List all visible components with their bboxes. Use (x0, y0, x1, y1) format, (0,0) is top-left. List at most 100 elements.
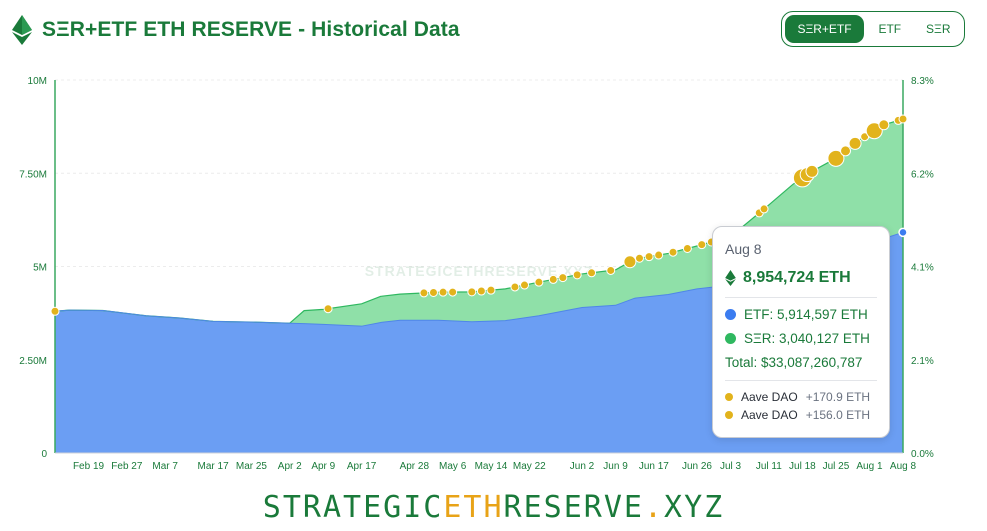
purchase-marker (520, 280, 530, 290)
purchase-marker (50, 306, 60, 316)
tooltip-total-usd: Total: $33,087,260,787 (725, 355, 863, 370)
tooltip-total-eth-value: 8,954,724 ETH (743, 269, 851, 286)
x-axis-tick: Jul 3 (720, 461, 742, 472)
y-axis-left-tick: 5M (33, 263, 47, 274)
chart-tooltip: Aug 8 8,954,724 ETH ETF: 5,914,597 ETH S… (712, 226, 890, 438)
purchase-marker (682, 243, 692, 253)
toggle-ser-etf-button[interactable]: SΞR+ETF (785, 15, 865, 43)
purchase-marker (805, 164, 819, 178)
x-axis-tick: Jun 26 (682, 461, 712, 472)
page-title: SΞR+ETF ETH RESERVE - Historical Data (42, 18, 460, 41)
purchase-marker (448, 287, 458, 297)
ethereum-icon (12, 15, 32, 45)
divider (725, 380, 877, 381)
view-toggle: SΞR+ETF ETF SΞR (781, 11, 965, 47)
footer-logo-part: RESERVE (503, 490, 644, 525)
purchase-marker (840, 145, 852, 157)
x-axis-tick: May 14 (475, 461, 508, 472)
purchase-marker (419, 288, 429, 298)
purchase-marker (510, 282, 520, 292)
purchase-marker (486, 285, 496, 295)
etf-area (55, 232, 903, 453)
x-axis-tick: May 6 (439, 461, 467, 472)
purchase-marker (654, 250, 664, 260)
purchase-dot-icon (725, 393, 733, 401)
x-axis-tick: Mar 25 (236, 461, 268, 472)
y-axis-left-tick: 0 (41, 449, 47, 460)
footer-logo-part: XYZ (664, 490, 725, 525)
y-axis-right-tick: 8.3% (911, 76, 934, 87)
purchase-marker (878, 119, 890, 131)
purchase-marker (848, 136, 862, 150)
purchase-marker (865, 122, 883, 140)
x-axis-tick: Feb 27 (111, 461, 143, 472)
y-axis-left-tick: 10M (28, 76, 47, 87)
x-axis-tick: Apr 28 (400, 461, 430, 472)
x-axis-tick: May 22 (513, 461, 546, 472)
footer-logo-part: STRATEGIC (262, 490, 444, 525)
tooltip-purchase-item: Aave DAO +170.9 ETH (725, 390, 877, 404)
y-axis-right-tick: 2.1% (911, 356, 934, 367)
x-axis-tick: Jul 18 (789, 461, 816, 472)
purchase-marker (534, 277, 544, 287)
purchase-marker (697, 240, 707, 250)
ser-legend-dot (725, 333, 736, 344)
tooltip-date: Aug 8 (725, 241, 762, 257)
purchase-marker (476, 286, 486, 296)
footer-logo-accent: ETH (443, 490, 504, 525)
purchase-name: Aave DAO (741, 390, 798, 404)
toggle-etf-button[interactable]: ETF (878, 22, 902, 36)
y-axis-left-tick: 2.50M (19, 356, 47, 367)
x-axis-tick: Jun 17 (639, 461, 669, 472)
x-axis-tick: Mar 17 (198, 461, 230, 472)
reserve-chart[interactable]: 0 0.0% 2.50M 2.1% 5M 4.1% 7.50M 6.2% 10M 8.3% STRA… (0, 60, 987, 480)
purchase-marker (548, 274, 558, 284)
purchase-marker (634, 253, 644, 263)
y-axis-left-tick: 7.50M (19, 169, 47, 180)
tooltip-etf-value: ETF: 5,914,597 ETH (744, 307, 868, 322)
x-axis-tick: Mar 7 (152, 461, 178, 472)
x-axis-tick: Apr 17 (347, 461, 377, 472)
purchase-marker (572, 270, 582, 280)
purchase-name: Aave DAO (741, 408, 798, 422)
purchase-marker (827, 149, 845, 167)
x-axis-tick: Jun 2 (570, 461, 595, 472)
x-axis-tick: Feb 19 (73, 461, 105, 472)
purchase-marker (323, 304, 333, 314)
header: SΞR+ETF ETH RESERVE - Historical Data (12, 15, 460, 45)
purchase-amount: +156.0 ETH (805, 408, 871, 422)
purchase-marker (644, 252, 654, 262)
divider (725, 297, 877, 298)
x-axis-tick: Aug 8 (890, 461, 917, 472)
x-axis-tick: Jul 25 (823, 461, 850, 472)
purchase-amount: +170.9 ETH (805, 390, 871, 404)
x-axis-tick: Apr 2 (278, 461, 302, 472)
y-axis-right-tick: 0.0% (911, 449, 934, 460)
tooltip-ser-row: SΞR: 3,040,127 ETH (725, 331, 877, 346)
y-axis-right-tick: 6.2% (911, 169, 934, 180)
etf-legend-dot (725, 309, 736, 320)
tooltip-purchase-item: Aave DAO +156.0 ETH (725, 408, 877, 422)
toggle-ser-button[interactable]: SΞR (926, 22, 951, 36)
purchase-marker (668, 247, 678, 257)
footer-logo: STRATEGICETHRESERVE.XYZ (0, 490, 987, 525)
x-axis-tick: Apr 9 (311, 461, 335, 472)
footer-logo-dot: . (643, 490, 665, 525)
purchase-marker (467, 287, 477, 297)
hover-point (898, 227, 908, 238)
purchase-marker (759, 204, 769, 214)
y-axis-right-tick: 4.1% (911, 263, 934, 274)
tooltip-total-eth: 8,954,724 ETH (725, 269, 877, 287)
tooltip-etf-row: ETF: 5,914,597 ETH (725, 307, 877, 322)
purchase-marker (587, 268, 597, 278)
tooltip-ser-value: SΞR: 3,040,127 ETH (744, 331, 870, 346)
ser-area (55, 118, 903, 327)
purchase-marker (623, 255, 637, 269)
chart-watermark: STRATEGICETHRESERVE.XYZ (365, 263, 594, 279)
x-axis-tick: Jun 9 (603, 461, 628, 472)
ethereum-icon (725, 270, 736, 286)
purchase-marker (438, 287, 448, 297)
purchase-dot-icon (725, 411, 733, 419)
purchase-marker (898, 114, 908, 124)
purchase-marker (428, 287, 438, 297)
